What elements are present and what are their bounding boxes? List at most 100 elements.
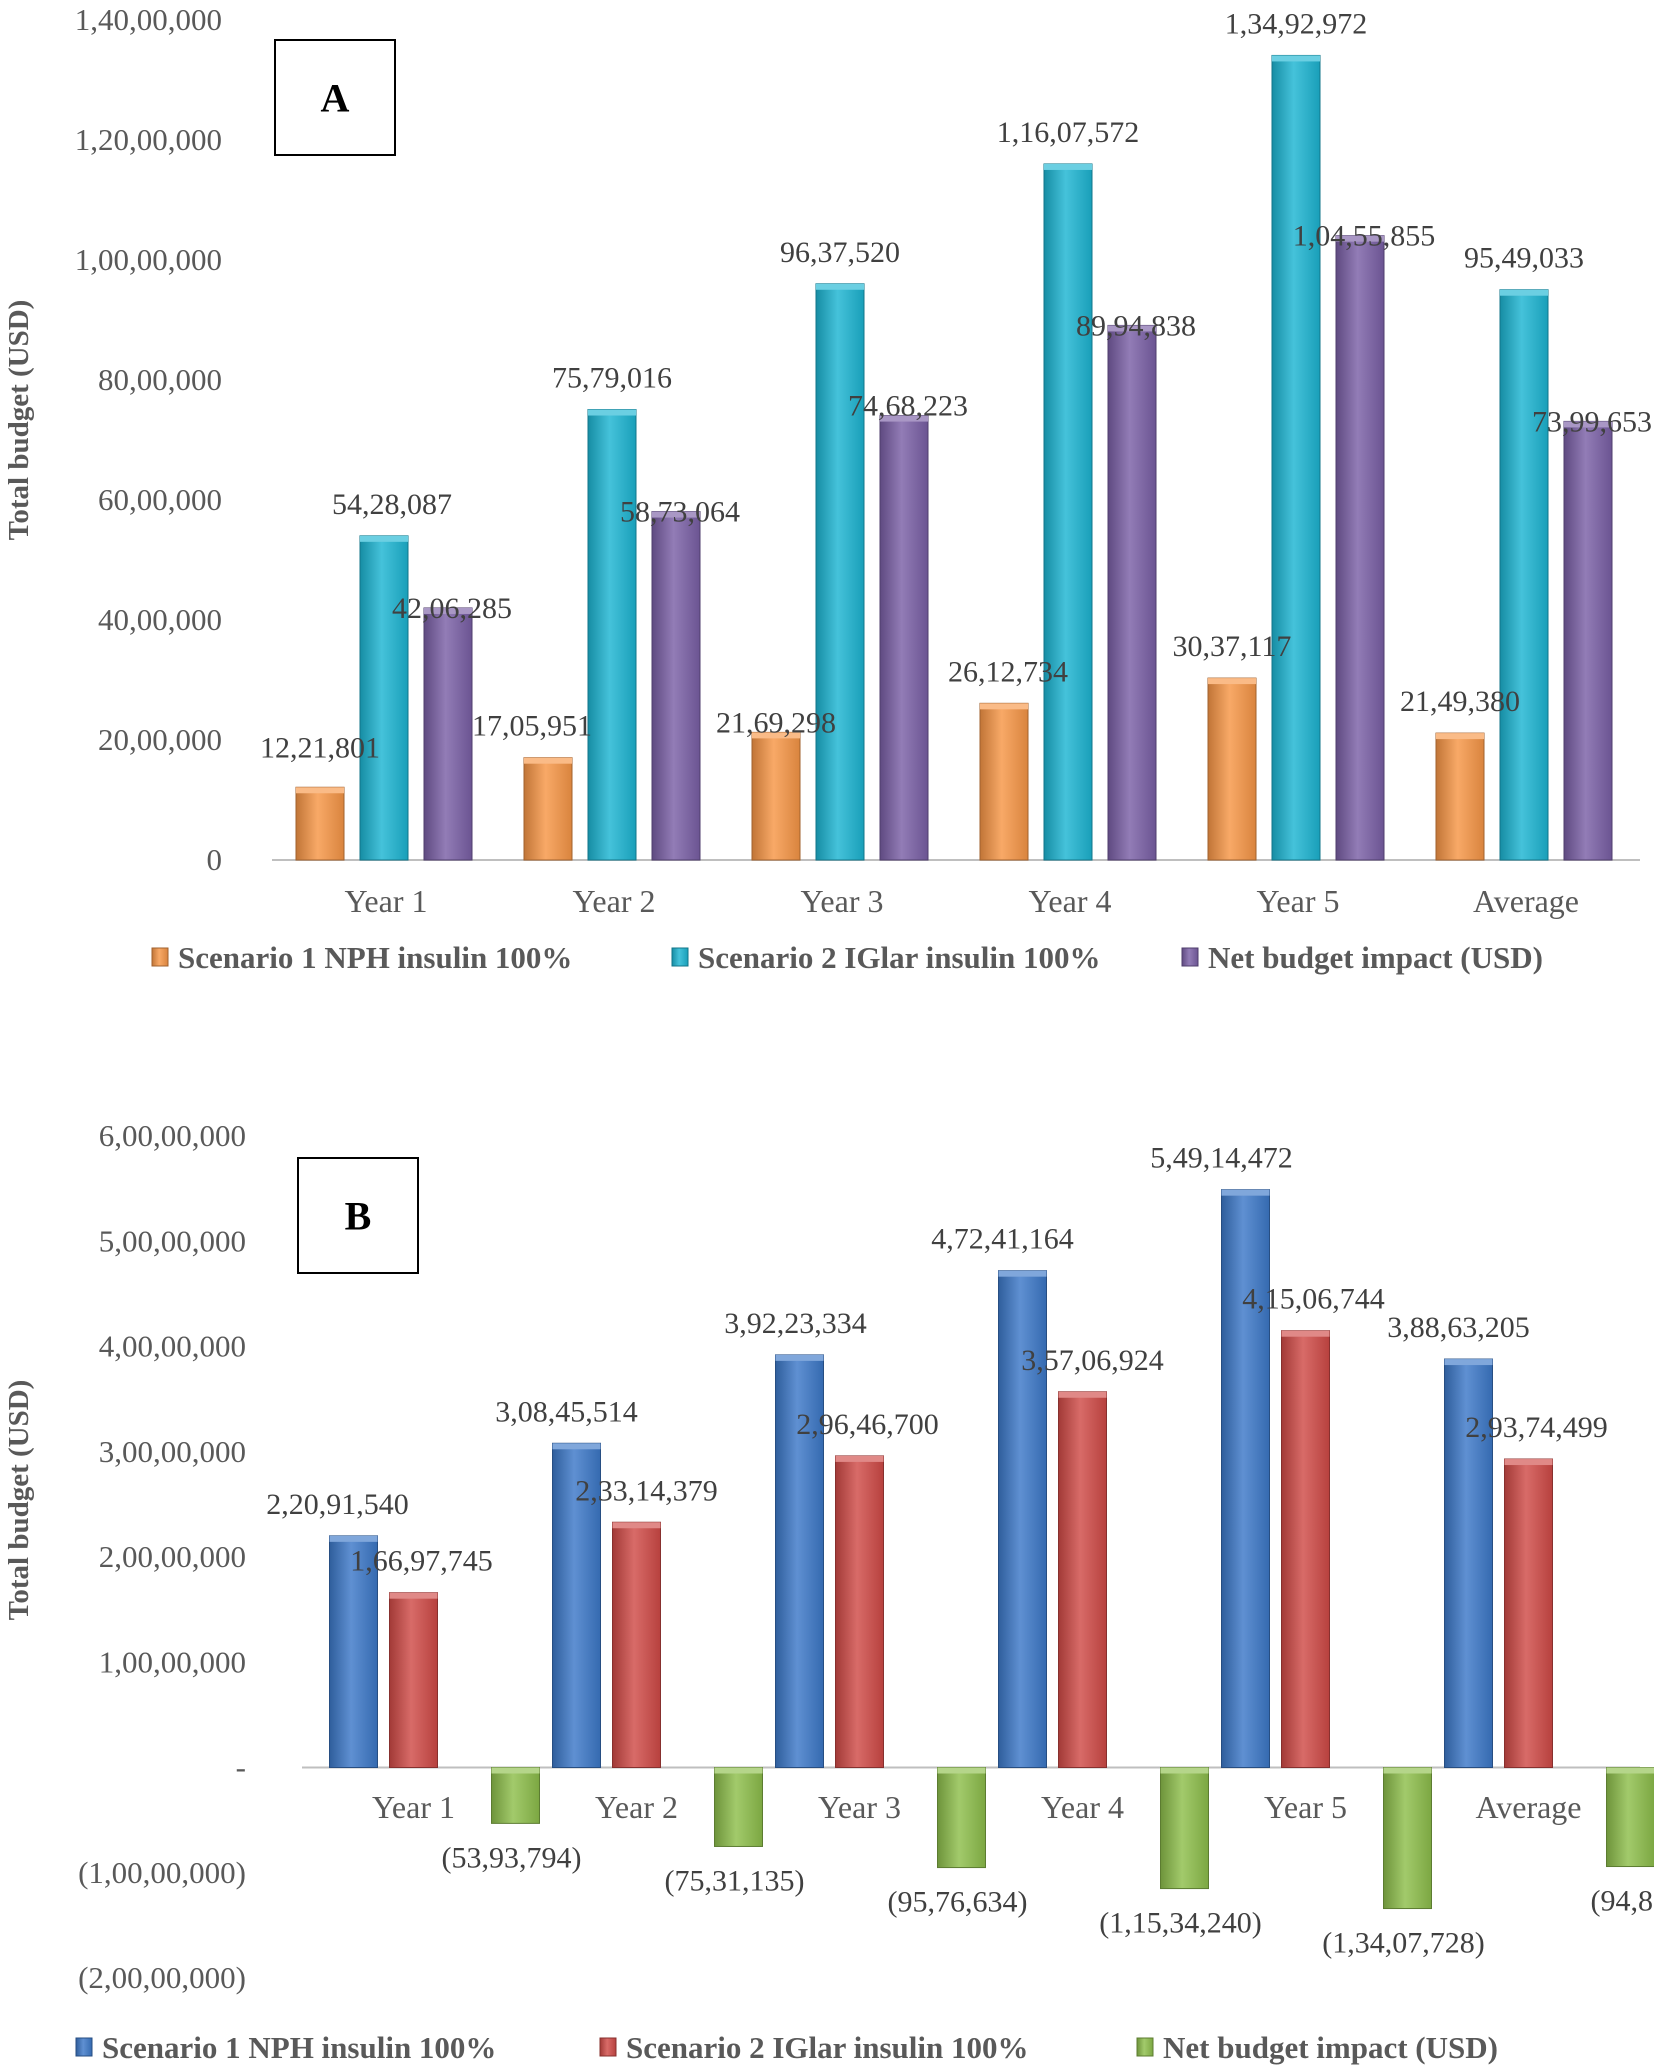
data-label: 1,04,55,855 bbox=[1293, 220, 1436, 253]
data-label: 21,69,298 bbox=[716, 706, 836, 739]
legend-label: Scenario 1 NPH insulin 100% bbox=[178, 940, 572, 975]
data-label: 2,93,74,499 bbox=[1465, 1411, 1608, 1444]
bar-2-1 bbox=[359, 535, 409, 861]
bar-cap bbox=[1444, 1359, 1493, 1366]
data-label: (95,76,634) bbox=[888, 1886, 1028, 1919]
data-label: 2,20,91,540 bbox=[266, 1488, 409, 1521]
y-tick-label: 4,00,00,000 bbox=[99, 1329, 246, 1364]
data-label: (1,34,07,728) bbox=[1322, 1927, 1484, 1960]
y-tick-label: (1,00,00,000) bbox=[78, 1855, 246, 1890]
bar-1-5 bbox=[1221, 1189, 1270, 1768]
legend-swatch bbox=[1136, 2037, 1154, 2057]
data-label: 2,33,14,379 bbox=[575, 1474, 718, 1507]
data-label: 3,57,06,924 bbox=[1021, 1344, 1164, 1377]
bar-cap bbox=[1606, 1767, 1654, 1774]
bar-cap bbox=[491, 1767, 540, 1774]
bar-cap bbox=[1383, 1767, 1432, 1774]
bar-3-4 bbox=[1160, 1767, 1209, 1890]
data-label: 75,79,016 bbox=[552, 362, 672, 395]
y-tick-label: 3,00,00,000 bbox=[99, 1434, 246, 1469]
data-label: 54,28,087 bbox=[332, 488, 452, 521]
y-tick-label: 60,00,000 bbox=[98, 482, 222, 517]
bar-1-5 bbox=[1207, 677, 1257, 861]
legend-label: Scenario 1 NPH insulin 100% bbox=[102, 2030, 496, 2065]
data-label: 3,92,23,334 bbox=[724, 1307, 867, 1340]
x-category-label: Year 3 bbox=[801, 883, 884, 919]
data-label: 12,21,801 bbox=[260, 731, 380, 764]
bar-3-2 bbox=[714, 1767, 763, 1847]
data-label: 21,49,380 bbox=[1400, 685, 1520, 718]
y-tick-label: 80,00,000 bbox=[98, 362, 222, 397]
bar-1-1 bbox=[295, 786, 345, 861]
legend-swatch bbox=[1181, 947, 1199, 967]
y-tick-label: 2,00,00,000 bbox=[99, 1539, 246, 1574]
bar-2-4 bbox=[1058, 1391, 1107, 1769]
y-tick-label: 1,20,00,000 bbox=[75, 122, 222, 157]
y-tick-label: - bbox=[236, 1750, 246, 1785]
bar-1-3 bbox=[751, 731, 801, 861]
legend-item: Net budget impact (USD) bbox=[1136, 2030, 1498, 2065]
bar-2-2 bbox=[587, 409, 637, 861]
panel-label: B bbox=[345, 1194, 372, 1239]
y-tick-label: 40,00,000 bbox=[98, 602, 222, 637]
chart-panel-a: 0 20,00,000 40,00,000 60,00,000 80,00,000 1,0… bbox=[3, 2, 1652, 975]
bar-cap bbox=[816, 283, 864, 290]
bar-3-3 bbox=[879, 415, 929, 861]
bar-3-1 bbox=[423, 607, 473, 861]
bar-cap bbox=[1336, 235, 1384, 242]
bar-cap bbox=[880, 415, 928, 422]
y-tick-label: 1,00,00,000 bbox=[99, 1644, 246, 1679]
legend-swatch bbox=[75, 2037, 93, 2057]
bar-1-3 bbox=[775, 1354, 824, 1768]
y-tick-label: 1,40,00,000 bbox=[75, 2, 222, 37]
bar-1-6 bbox=[1435, 732, 1485, 861]
bar-1-6 bbox=[1444, 1358, 1493, 1768]
data-label: 2,96,46,700 bbox=[796, 1408, 939, 1441]
bar-cap bbox=[588, 409, 636, 416]
data-label: (75,31,135) bbox=[665, 1864, 805, 1897]
data-label: 89,94,838 bbox=[1076, 309, 1196, 342]
bar-cap bbox=[1208, 678, 1256, 685]
bar-cap bbox=[389, 1592, 438, 1599]
data-label: 73,99,653 bbox=[1532, 405, 1652, 438]
bar-3-3 bbox=[937, 1767, 986, 1869]
data-label: (1,15,34,240) bbox=[1099, 1907, 1261, 1940]
bar-cap bbox=[775, 1354, 824, 1361]
bar-2-3 bbox=[835, 1455, 884, 1769]
x-category-label: Year 2 bbox=[595, 1789, 678, 1825]
panel-label-box bbox=[274, 39, 396, 156]
bar-cap bbox=[937, 1767, 986, 1774]
bar-cap bbox=[714, 1767, 763, 1774]
legend-swatch bbox=[671, 947, 689, 967]
data-label: 96,37,520 bbox=[780, 236, 900, 269]
data-label: 74,68,223 bbox=[848, 390, 968, 423]
x-category-label: Year 4 bbox=[1029, 883, 1112, 919]
bar-2-4 bbox=[1043, 163, 1093, 861]
bar-3-4 bbox=[1107, 324, 1157, 861]
bar-cap bbox=[424, 607, 472, 614]
legend-label: Net budget impact (USD) bbox=[1208, 940, 1543, 975]
bar-cap bbox=[1436, 733, 1484, 740]
x-category-label: Year 5 bbox=[1257, 883, 1340, 919]
bar-2-6 bbox=[1499, 289, 1549, 861]
bar-cap bbox=[296, 787, 344, 794]
bar-3-6 bbox=[1606, 1767, 1654, 1868]
x-category-label: Average bbox=[1473, 883, 1579, 919]
bar-cap bbox=[329, 1535, 378, 1542]
y-tick-label: 1,00,00,000 bbox=[75, 242, 222, 277]
bar-1-4 bbox=[979, 702, 1029, 861]
bar-3-2 bbox=[651, 511, 701, 861]
bar-cap bbox=[1504, 1459, 1553, 1466]
bar-cap bbox=[652, 511, 700, 518]
data-label: 42,06,285 bbox=[392, 592, 512, 625]
panel-label-box bbox=[297, 1157, 419, 1274]
y-axis-label: Total budget (USD) bbox=[3, 1380, 35, 1621]
x-category-label: Average bbox=[1476, 1789, 1582, 1825]
bar-2-3 bbox=[815, 283, 865, 861]
y-axis-label: Total budget (USD) bbox=[3, 300, 35, 541]
bar-cap bbox=[552, 1443, 601, 1450]
legend-swatch bbox=[599, 2037, 617, 2057]
bar-2-6 bbox=[1504, 1458, 1553, 1768]
data-label: 3,08,45,514 bbox=[495, 1395, 638, 1428]
data-label: 5,49,14,472 bbox=[1150, 1142, 1293, 1175]
